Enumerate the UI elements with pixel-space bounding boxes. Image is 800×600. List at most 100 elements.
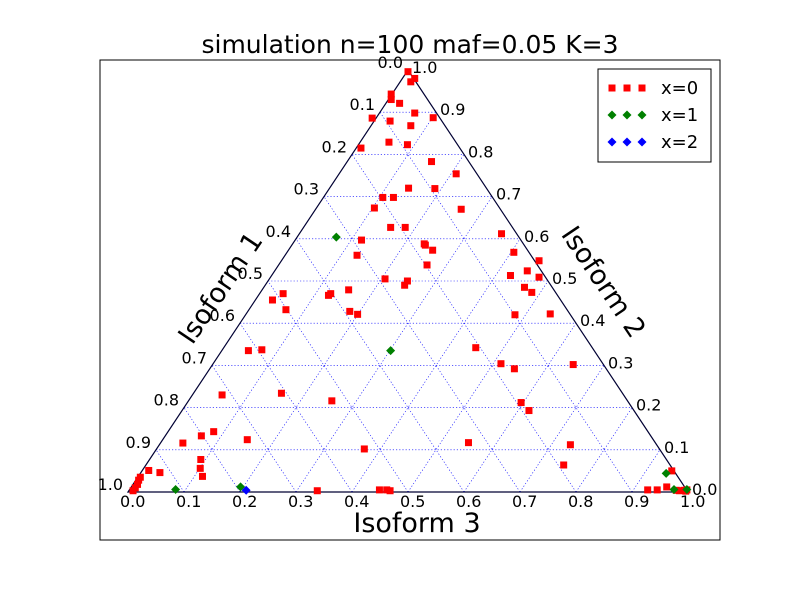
data-point bbox=[381, 275, 389, 283]
data-point bbox=[644, 486, 652, 494]
data-point bbox=[354, 310, 362, 318]
data-point bbox=[387, 223, 395, 231]
tick-label-right: 0.4 bbox=[580, 311, 605, 330]
data-point bbox=[156, 469, 164, 477]
grid-line bbox=[155, 449, 185, 493]
data-point bbox=[546, 310, 554, 318]
data-point bbox=[457, 205, 465, 213]
data-point bbox=[357, 144, 365, 152]
tick-label-bottom: 0.5 bbox=[400, 492, 425, 511]
grid-line bbox=[631, 449, 661, 493]
data-point bbox=[405, 184, 413, 192]
data-point bbox=[403, 277, 411, 285]
legend-marker bbox=[607, 137, 617, 147]
data-point bbox=[523, 267, 531, 275]
tick-label-left: 0.6 bbox=[210, 306, 235, 325]
ternary-grid bbox=[155, 111, 661, 493]
data-point bbox=[407, 78, 415, 86]
chart-title: simulation n=100 maf=0.05 K=3 bbox=[201, 30, 618, 59]
data-point bbox=[196, 464, 204, 472]
series-1 bbox=[171, 232, 692, 494]
tick-label-right: 0.5 bbox=[552, 269, 577, 288]
data-point bbox=[396, 99, 404, 107]
legend-label: x=2 bbox=[661, 132, 698, 153]
data-point bbox=[385, 138, 393, 146]
data-point bbox=[197, 432, 205, 440]
data-point bbox=[370, 204, 378, 212]
data-point bbox=[528, 288, 536, 296]
data-point bbox=[420, 240, 428, 248]
data-point bbox=[179, 439, 187, 447]
data-point bbox=[497, 360, 505, 368]
data-point bbox=[135, 476, 143, 484]
data-point bbox=[423, 261, 431, 269]
legend-marker bbox=[623, 84, 631, 92]
data-point bbox=[258, 346, 266, 354]
tick-label-left: 0.5 bbox=[238, 264, 263, 283]
tick-label-left: 0.9 bbox=[126, 433, 151, 452]
tick-label-bottom: 0.8 bbox=[568, 492, 593, 511]
data-point bbox=[387, 90, 395, 98]
legend-marker bbox=[622, 110, 632, 120]
data-point bbox=[387, 96, 395, 104]
legend-marker bbox=[637, 137, 647, 147]
data-point bbox=[210, 428, 218, 436]
data-point bbox=[375, 486, 383, 494]
data-point bbox=[313, 487, 321, 495]
data-point bbox=[663, 483, 671, 491]
data-point bbox=[668, 467, 676, 475]
tick-label-left: 1.0 bbox=[98, 475, 123, 494]
legend-marker bbox=[608, 84, 616, 92]
data-point bbox=[429, 114, 437, 122]
data-point bbox=[171, 484, 181, 494]
data-point bbox=[360, 445, 368, 453]
tick-label-right: 0.6 bbox=[524, 227, 549, 246]
data-point bbox=[353, 251, 361, 259]
data-point bbox=[510, 248, 518, 256]
data-point bbox=[452, 170, 460, 178]
ternary-triangle bbox=[126, 68, 690, 493]
tick-labels: 0.0 0.1 0.2 0.3 0.4 0.5 0.6 0.7 0.8 0.9 1.00.00.10… bbox=[98, 53, 718, 511]
data-point bbox=[464, 439, 472, 447]
grid-line bbox=[183, 407, 241, 493]
plot-frame bbox=[99, 59, 721, 541]
data-point bbox=[386, 346, 396, 356]
tick-label-left: 0.3 bbox=[294, 180, 319, 199]
tick-label-right: 0.1 bbox=[664, 438, 689, 457]
data-point bbox=[198, 472, 206, 480]
data-point bbox=[386, 487, 394, 495]
data-point bbox=[411, 74, 419, 82]
tick-label-bottom: 0.1 bbox=[176, 492, 201, 511]
data-point bbox=[368, 114, 376, 122]
tick-label-left: 0.0 bbox=[378, 53, 403, 72]
data-point bbox=[244, 347, 252, 355]
grid-line bbox=[183, 112, 437, 493]
tick-label-right: 0.3 bbox=[608, 353, 633, 372]
data-point bbox=[243, 436, 251, 444]
tick-label-bottom: 0.0 bbox=[120, 492, 145, 511]
data-point bbox=[431, 185, 439, 193]
triangle-outline bbox=[126, 68, 690, 493]
data-point bbox=[511, 311, 519, 319]
axis-label-isoform-3: Isoform 3 bbox=[353, 508, 480, 539]
grid-line bbox=[379, 112, 633, 493]
tick-label-bottom: 0.9 bbox=[624, 492, 649, 511]
grid-line bbox=[407, 280, 549, 493]
legend: x=0 x=1 x=2 bbox=[597, 68, 712, 163]
grid-line bbox=[295, 238, 465, 493]
data-point bbox=[569, 361, 577, 369]
data-point bbox=[346, 307, 354, 315]
tick-label-right: 0.8 bbox=[468, 142, 493, 161]
data-point bbox=[401, 223, 409, 231]
data-point bbox=[277, 389, 285, 397]
data-point bbox=[498, 230, 506, 238]
tick-label-left: 0.2 bbox=[322, 137, 347, 156]
tick-label-right: 0.7 bbox=[496, 185, 521, 204]
grid-line bbox=[295, 196, 493, 493]
legend-marker bbox=[638, 84, 646, 92]
data-point bbox=[145, 466, 153, 474]
tick-label-right: 0.2 bbox=[636, 396, 661, 415]
data-point bbox=[676, 487, 684, 495]
data-point bbox=[520, 283, 528, 291]
